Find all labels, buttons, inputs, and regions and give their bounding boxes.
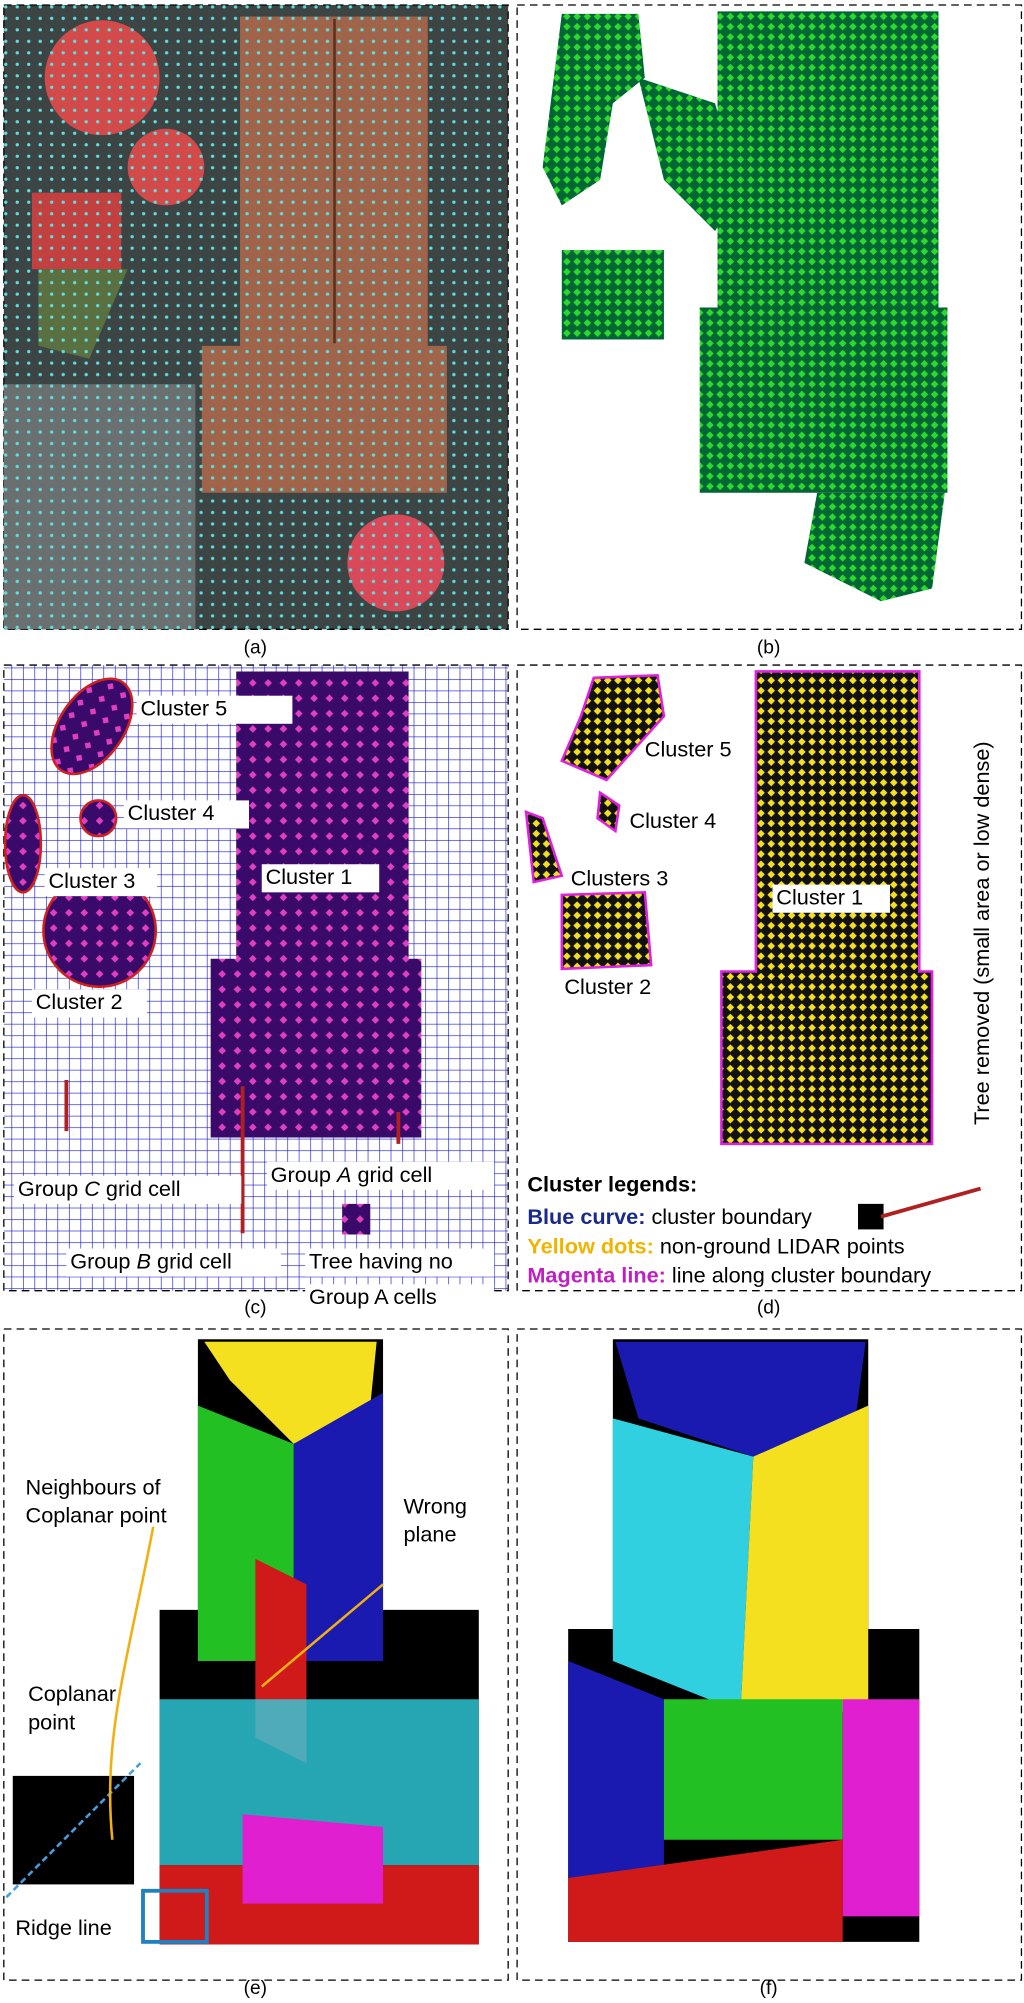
label: Wrong: [403, 1493, 467, 1518]
label-part: B: [137, 1248, 151, 1273]
panel-label: (a): [244, 638, 267, 659]
legend-text: cluster boundary: [645, 1204, 812, 1229]
label: Group A cells: [309, 1284, 437, 1309]
label-bg: [305, 1284, 495, 1313]
label: Cluster 4: [629, 808, 716, 833]
legend-key: Magenta line:: [527, 1262, 666, 1287]
label: Group A grid cell: [271, 1162, 433, 1187]
label-bg: [44, 868, 158, 897]
label-part: grid cell: [100, 1176, 181, 1201]
label: Cluster 4: [128, 800, 215, 825]
label: Cluster 2: [564, 974, 651, 999]
panel-label: (d): [757, 1298, 780, 1319]
panel-label: (c): [244, 1298, 266, 1319]
legend-key: Blue curve:: [527, 1204, 645, 1229]
label-part: C: [84, 1176, 100, 1201]
label: Ridge line: [15, 1915, 111, 1940]
label: Neighbours of: [26, 1474, 162, 1499]
panel-a: [3, 4, 509, 630]
label: point: [28, 1709, 75, 1734]
legend-title: Cluster legends:: [527, 1172, 697, 1197]
label-bg: [772, 884, 890, 913]
label-bg: [266, 1161, 495, 1190]
legend-item: Yellow dots: non-ground LIDAR points: [527, 1233, 904, 1258]
panel-label: (e): [244, 1978, 267, 1999]
legend-item: Magenta line: line along cluster boundar…: [527, 1262, 931, 1287]
legend-key: Yellow dots:: [527, 1233, 654, 1258]
panel-f: [516, 1328, 1023, 1981]
panel-b: [516, 4, 1023, 630]
label-bg: [305, 1248, 495, 1277]
label-bg: [123, 800, 249, 829]
legend-text: line along cluster boundary: [666, 1262, 931, 1287]
label: Group B grid cell: [70, 1248, 232, 1273]
label-bg: [31, 989, 147, 1018]
panel-e: [3, 1328, 509, 1981]
label-bg: [261, 864, 380, 893]
label: Cluster 5: [140, 695, 227, 720]
label-bg: [14, 1175, 242, 1204]
legend-item: Blue curve: cluster boundary: [527, 1204, 812, 1229]
label: Coplanar: [28, 1681, 116, 1706]
label: Clusters 3: [571, 865, 669, 890]
panel-label: (b): [757, 638, 780, 659]
label: Cluster 3: [49, 868, 136, 893]
label: Cluster 1: [776, 884, 863, 909]
label-part: Group: [70, 1248, 136, 1273]
label: Tree having no: [309, 1248, 453, 1273]
label: Coplanar point: [26, 1502, 167, 1527]
label: Group C grid cell: [18, 1176, 181, 1201]
label-part: grid cell: [351, 1162, 432, 1187]
rotated-label: Tree removed (small area or low dense): [969, 741, 994, 1125]
label-bg: [136, 695, 293, 724]
label-part: Group: [271, 1162, 337, 1187]
label-part: Group: [18, 1176, 84, 1201]
labels: Cluster 5 Cluster 4 Cluster 3 Cluster 1 Clus…: [14, 695, 994, 1940]
panel-label: (f): [760, 1978, 778, 1999]
label-bg: [66, 1248, 281, 1277]
label: Cluster 5: [645, 736, 732, 761]
label-part: grid cell: [151, 1248, 232, 1273]
label: Cluster 2: [36, 989, 123, 1014]
legend-text: non-ground LIDAR points: [654, 1233, 905, 1258]
label: plane: [403, 1522, 456, 1547]
panel-d: [516, 664, 1023, 1292]
label: Cluster 1: [266, 864, 353, 889]
label-part: A: [335, 1162, 351, 1187]
